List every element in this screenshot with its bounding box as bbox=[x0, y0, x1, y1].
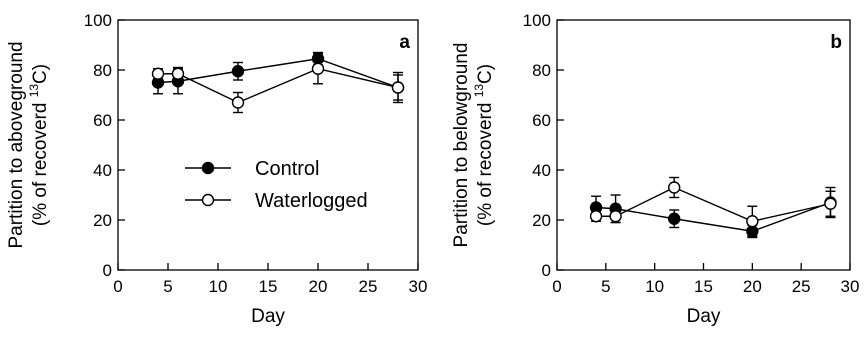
y-tick-label: 80 bbox=[532, 61, 551, 80]
x-tick-label: 25 bbox=[359, 277, 378, 296]
x-tick-label: 0 bbox=[552, 277, 561, 296]
chart-panel-a: 0 20 40 60 80 100 0 5 10 15 20 25 30 Day Partition to … bbox=[6, 11, 427, 327]
series-line bbox=[596, 201, 831, 232]
data-point bbox=[151, 67, 165, 80]
y-tick-label: 20 bbox=[532, 211, 551, 230]
y-tick-label: 60 bbox=[532, 111, 551, 130]
y-tick-label: 80 bbox=[93, 61, 112, 80]
series-control bbox=[589, 186, 837, 239]
y-axis-title-suffix: C) bbox=[475, 64, 496, 84]
data-point bbox=[391, 81, 405, 94]
x-tick-label: 15 bbox=[694, 277, 713, 296]
y-tick-label: 0 bbox=[103, 261, 112, 280]
x-tick-label: 10 bbox=[645, 277, 664, 296]
x-tick-label: 5 bbox=[601, 277, 610, 296]
x-tick-label: 10 bbox=[209, 277, 228, 296]
x-tick-label: 15 bbox=[259, 277, 278, 296]
data-point bbox=[668, 181, 681, 194]
plot-frame bbox=[117, 19, 419, 271]
series-control bbox=[151, 51, 405, 104]
y-tick-label: 60 bbox=[93, 111, 112, 130]
y-tick-label: 100 bbox=[84, 11, 112, 30]
x-tick-label: 5 bbox=[163, 277, 172, 296]
data-point bbox=[668, 212, 681, 225]
y-tick-label: 100 bbox=[523, 11, 551, 30]
y-axis-title-line1: Partition to aboveground bbox=[6, 41, 27, 248]
data-point bbox=[746, 215, 759, 228]
y-axis-title-prefix: (% of recoverd bbox=[475, 97, 496, 226]
data-point bbox=[609, 210, 622, 223]
data-point bbox=[231, 96, 245, 109]
x-axis-title: Day bbox=[251, 306, 285, 327]
data-point bbox=[824, 197, 837, 210]
series-line bbox=[157, 58, 399, 89]
y-axis-title-line1: Partition to belowground bbox=[451, 43, 472, 248]
y-axis-title-line2: (% of recoverd 13C) bbox=[472, 64, 496, 226]
plot-frame bbox=[556, 19, 851, 271]
data-point bbox=[311, 62, 325, 75]
y-tick-label: 0 bbox=[542, 261, 551, 280]
y-axis-title-superscript: 13 bbox=[472, 84, 486, 98]
x-axis-title: Day bbox=[687, 306, 721, 327]
data-point bbox=[589, 210, 603, 223]
y-tick-label: 20 bbox=[93, 211, 112, 230]
y-axis-title-line2: (% of recoverd 13C) bbox=[27, 64, 51, 226]
data-point bbox=[231, 65, 245, 78]
x-tick-label: 30 bbox=[841, 277, 860, 296]
series-waterlogged bbox=[151, 53, 405, 114]
y-axis-title-superscript: 13 bbox=[27, 84, 41, 98]
x-tick-label: 20 bbox=[309, 277, 328, 296]
legend-label: Waterlogged bbox=[255, 190, 368, 212]
legend-marker bbox=[201, 193, 215, 207]
y-tick-label: 40 bbox=[93, 161, 112, 180]
chart-panel-b: 0 20 40 60 80 100 0 5 10 15 20 25 30 Day Partition to … bbox=[451, 11, 859, 327]
series-line bbox=[158, 68, 399, 104]
x-tick-label: 30 bbox=[409, 277, 428, 296]
y-tick-label: 40 bbox=[532, 161, 551, 180]
series-waterlogged bbox=[589, 176, 837, 237]
x-tick-label: 25 bbox=[792, 277, 811, 296]
legend-label: Control bbox=[255, 158, 319, 180]
panel-label: a bbox=[399, 32, 410, 53]
x-tick-label: 20 bbox=[743, 277, 762, 296]
panel-label: b bbox=[830, 32, 842, 53]
x-tick-label: 0 bbox=[113, 277, 122, 296]
y-axis-title-prefix: (% of recoverd bbox=[30, 97, 51, 226]
legend-marker bbox=[201, 161, 215, 175]
y-axis-title-suffix: C) bbox=[30, 64, 51, 84]
data-point bbox=[171, 67, 185, 80]
legend: Control Waterlogged bbox=[185, 158, 368, 212]
series-line bbox=[596, 186, 831, 222]
